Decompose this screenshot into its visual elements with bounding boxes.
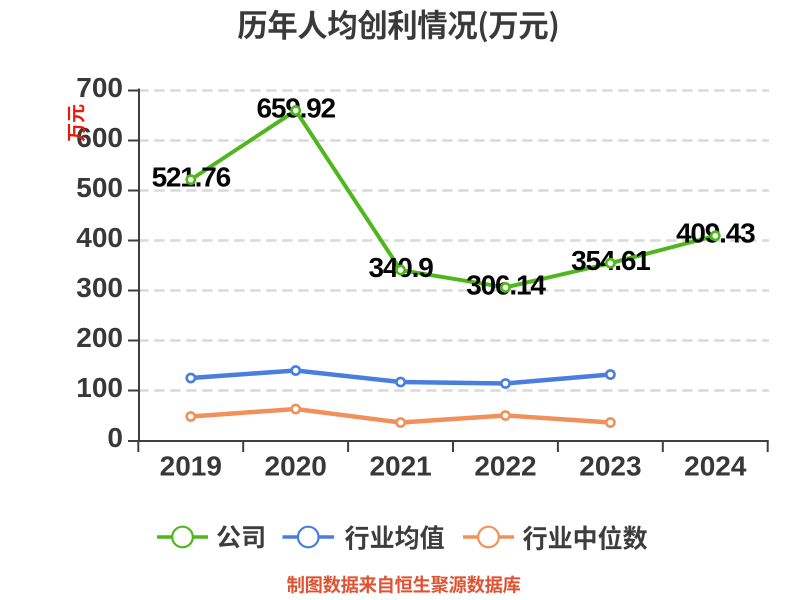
svg-text:400: 400 [76,222,123,253]
svg-text:2020: 2020 [265,451,327,482]
svg-text:2023: 2023 [579,451,641,482]
svg-text:2022: 2022 [474,451,536,482]
svg-text:600: 600 [76,122,123,153]
svg-text:2021: 2021 [369,451,431,482]
svg-text:100: 100 [76,372,123,403]
svg-text:0: 0 [107,422,123,453]
svg-text:300: 300 [76,272,123,303]
svg-text:200: 200 [76,322,123,353]
svg-text:700: 700 [76,72,123,103]
svg-text:2019: 2019 [160,451,222,482]
svg-text:2024: 2024 [684,451,747,482]
svg-text:500: 500 [76,172,123,203]
